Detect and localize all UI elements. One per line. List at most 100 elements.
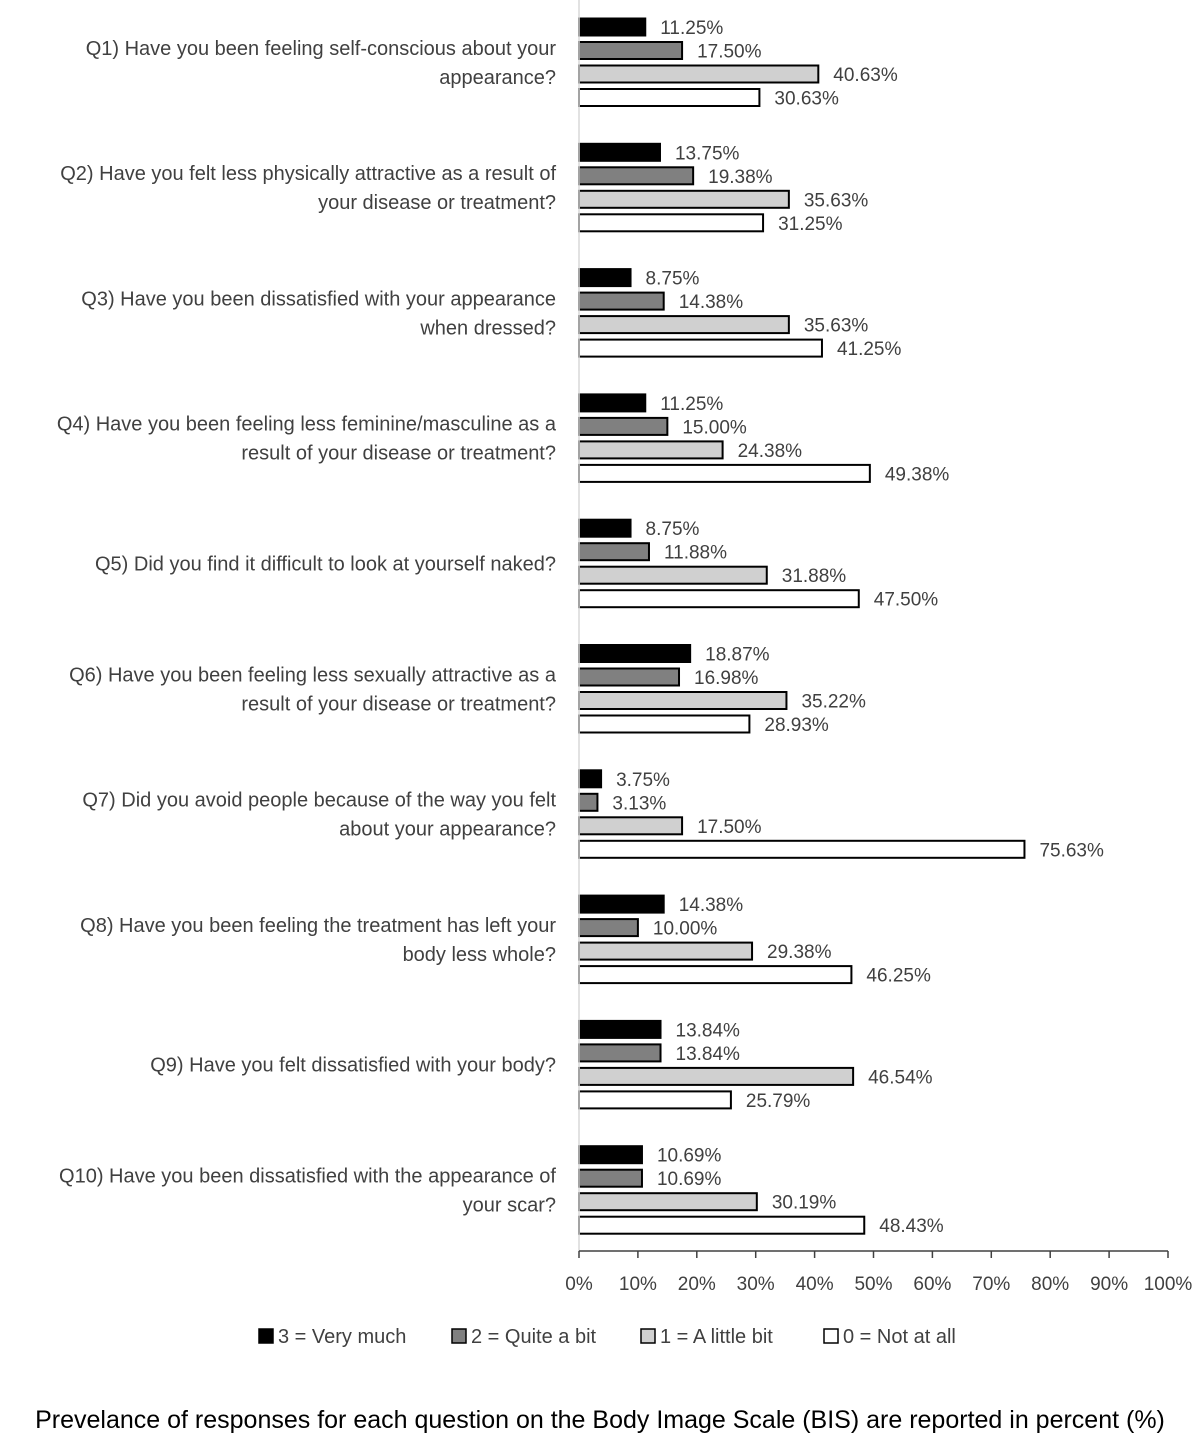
legend-label: 3 = Very much bbox=[278, 1326, 406, 1348]
x-tick-label: 40% bbox=[796, 1274, 834, 1295]
bar-q5-series-1 bbox=[578, 518, 632, 538]
chart-caption: Prevelance of responses for each questio… bbox=[35, 1406, 1165, 1433]
bar-q6-series-4 bbox=[578, 714, 751, 734]
legend-swatch bbox=[258, 1328, 274, 1344]
bar-q5-series-4 bbox=[578, 589, 860, 609]
bar-q2-series-1 bbox=[578, 142, 661, 162]
value-label: 46.54% bbox=[868, 1067, 933, 1088]
bar-q7-series-4 bbox=[578, 839, 1026, 859]
value-label: 40.63% bbox=[833, 65, 898, 86]
value-label: 11.25% bbox=[660, 394, 723, 415]
bar-q3-series-4 bbox=[578, 338, 823, 358]
bar-q6-series-3 bbox=[578, 691, 788, 710]
value-label: 25.79% bbox=[746, 1091, 811, 1112]
value-label: 31.25% bbox=[778, 214, 843, 235]
value-label: 30.63% bbox=[774, 89, 839, 110]
value-label: 17.50% bbox=[697, 817, 762, 838]
bar-q2-series-2 bbox=[578, 166, 695, 186]
x-tick-label: 30% bbox=[737, 1274, 775, 1295]
value-label: 10.69% bbox=[657, 1146, 722, 1167]
bar-q5-series-2 bbox=[578, 542, 650, 562]
legend-label: 1 = A little bit bbox=[660, 1326, 773, 1348]
bar-q7-series-1 bbox=[578, 769, 603, 789]
bar-q10-series-2 bbox=[578, 1168, 643, 1188]
value-label: 15.00% bbox=[682, 417, 747, 438]
legend-swatch bbox=[823, 1328, 839, 1344]
bar-q1-series-4 bbox=[578, 88, 761, 107]
bar-q5-series-3 bbox=[578, 565, 768, 585]
question-label: Q9) Have you felt dissatisfied with your… bbox=[150, 1055, 556, 1077]
value-label: 28.93% bbox=[764, 715, 829, 736]
value-label: 3.75% bbox=[616, 770, 670, 791]
value-label: 18.87% bbox=[705, 645, 770, 666]
question-label: your disease or treatment? bbox=[318, 192, 556, 214]
question-label: Q1) Have you been feeling self-conscious… bbox=[86, 38, 557, 60]
bar-q3-series-1 bbox=[578, 268, 632, 288]
value-label: 46.25% bbox=[866, 966, 931, 987]
bar-q8-series-4 bbox=[578, 965, 853, 985]
legend-swatch bbox=[640, 1328, 656, 1344]
value-label: 17.50% bbox=[697, 42, 762, 63]
value-label: 11.88% bbox=[664, 543, 727, 564]
bar-q9-series-1 bbox=[578, 1019, 662, 1039]
bar-q7-series-3 bbox=[578, 816, 684, 836]
value-label: 48.43% bbox=[879, 1216, 944, 1237]
value-label: 35.63% bbox=[804, 316, 869, 337]
value-label: 49.38% bbox=[885, 464, 950, 485]
bar-q6-series-2 bbox=[578, 667, 681, 687]
question-label: Q2) Have you felt less physically attrac… bbox=[60, 163, 556, 185]
value-label: 8.75% bbox=[646, 519, 700, 540]
question-label: appearance? bbox=[439, 67, 556, 89]
bar-q1-series-1 bbox=[578, 17, 647, 37]
x-tick-label: 60% bbox=[913, 1274, 951, 1295]
bar-q9-series-3 bbox=[578, 1066, 855, 1086]
bar-q8-series-1 bbox=[578, 894, 665, 914]
bar-q3-series-3 bbox=[578, 315, 790, 335]
bar-q4-series-1 bbox=[578, 393, 647, 413]
value-label: 47.50% bbox=[874, 590, 939, 611]
value-label: 19.38% bbox=[708, 167, 773, 188]
bar-q2-series-3 bbox=[578, 189, 790, 209]
bar-q4-series-4 bbox=[578, 463, 871, 483]
value-label: 31.88% bbox=[782, 566, 847, 587]
bar-q10-series-1 bbox=[578, 1145, 643, 1165]
legend-label: 2 = Quite a bit bbox=[471, 1326, 597, 1348]
x-tick-label: 70% bbox=[972, 1274, 1010, 1295]
value-label: 41.25% bbox=[837, 339, 902, 360]
question-label: Q10) Have you been dissatisfied with the… bbox=[59, 1165, 556, 1187]
question-label: Q6) Have you been feeling less sexually … bbox=[69, 664, 557, 686]
value-label: 8.75% bbox=[646, 269, 700, 290]
legend: 3 = Very much 2 = Quite a bit 1 = A little… bbox=[258, 1326, 956, 1348]
value-label: 14.38% bbox=[679, 292, 744, 313]
question-label: Q7) Did you avoid people because of the … bbox=[82, 790, 556, 812]
bar-q7-series-2 bbox=[578, 792, 599, 812]
x-tick-label: 90% bbox=[1090, 1274, 1128, 1295]
x-tick-label: 100% bbox=[1144, 1274, 1193, 1295]
question-label: about your appearance? bbox=[339, 819, 556, 841]
question-label: Q4) Have you been feeling less feminine/… bbox=[57, 414, 557, 436]
bar-q8-series-3 bbox=[578, 941, 754, 961]
x-tick-label: 20% bbox=[678, 1274, 716, 1295]
question-label: result of your disease or treatment? bbox=[241, 443, 556, 465]
value-label: 35.22% bbox=[801, 692, 866, 713]
value-label: 30.19% bbox=[772, 1193, 837, 1214]
value-label: 10.69% bbox=[657, 1169, 722, 1190]
question-label: Q8) Have you been feeling the treatment … bbox=[80, 915, 556, 937]
bar-q3-series-2 bbox=[578, 291, 665, 311]
bar-q2-series-4 bbox=[578, 213, 765, 233]
value-label: 13.75% bbox=[675, 143, 740, 164]
x-tick-label: 0% bbox=[565, 1274, 593, 1295]
x-tick-label: 10% bbox=[619, 1274, 657, 1295]
question-label: when dressed? bbox=[419, 317, 556, 339]
question-label: Q3) Have you been dissatisfied with your… bbox=[81, 288, 556, 310]
value-label: 75.63% bbox=[1039, 840, 1104, 861]
bar-q10-series-3 bbox=[578, 1192, 758, 1212]
value-label: 16.98% bbox=[694, 668, 759, 689]
question-label: Q5) Did you find it difficult to look at… bbox=[95, 553, 556, 575]
question-labels-group: Q1) Have you been feeling self-conscious… bbox=[57, 38, 557, 1217]
value-label: 35.63% bbox=[804, 190, 869, 211]
value-label: 11.25% bbox=[660, 18, 723, 39]
question-label: result of your disease or treatment? bbox=[241, 693, 556, 715]
bars-group: 11.25% 17.50% 40.63% 30.63% 13.75% 19.38% 35.6… bbox=[578, 17, 1104, 1237]
